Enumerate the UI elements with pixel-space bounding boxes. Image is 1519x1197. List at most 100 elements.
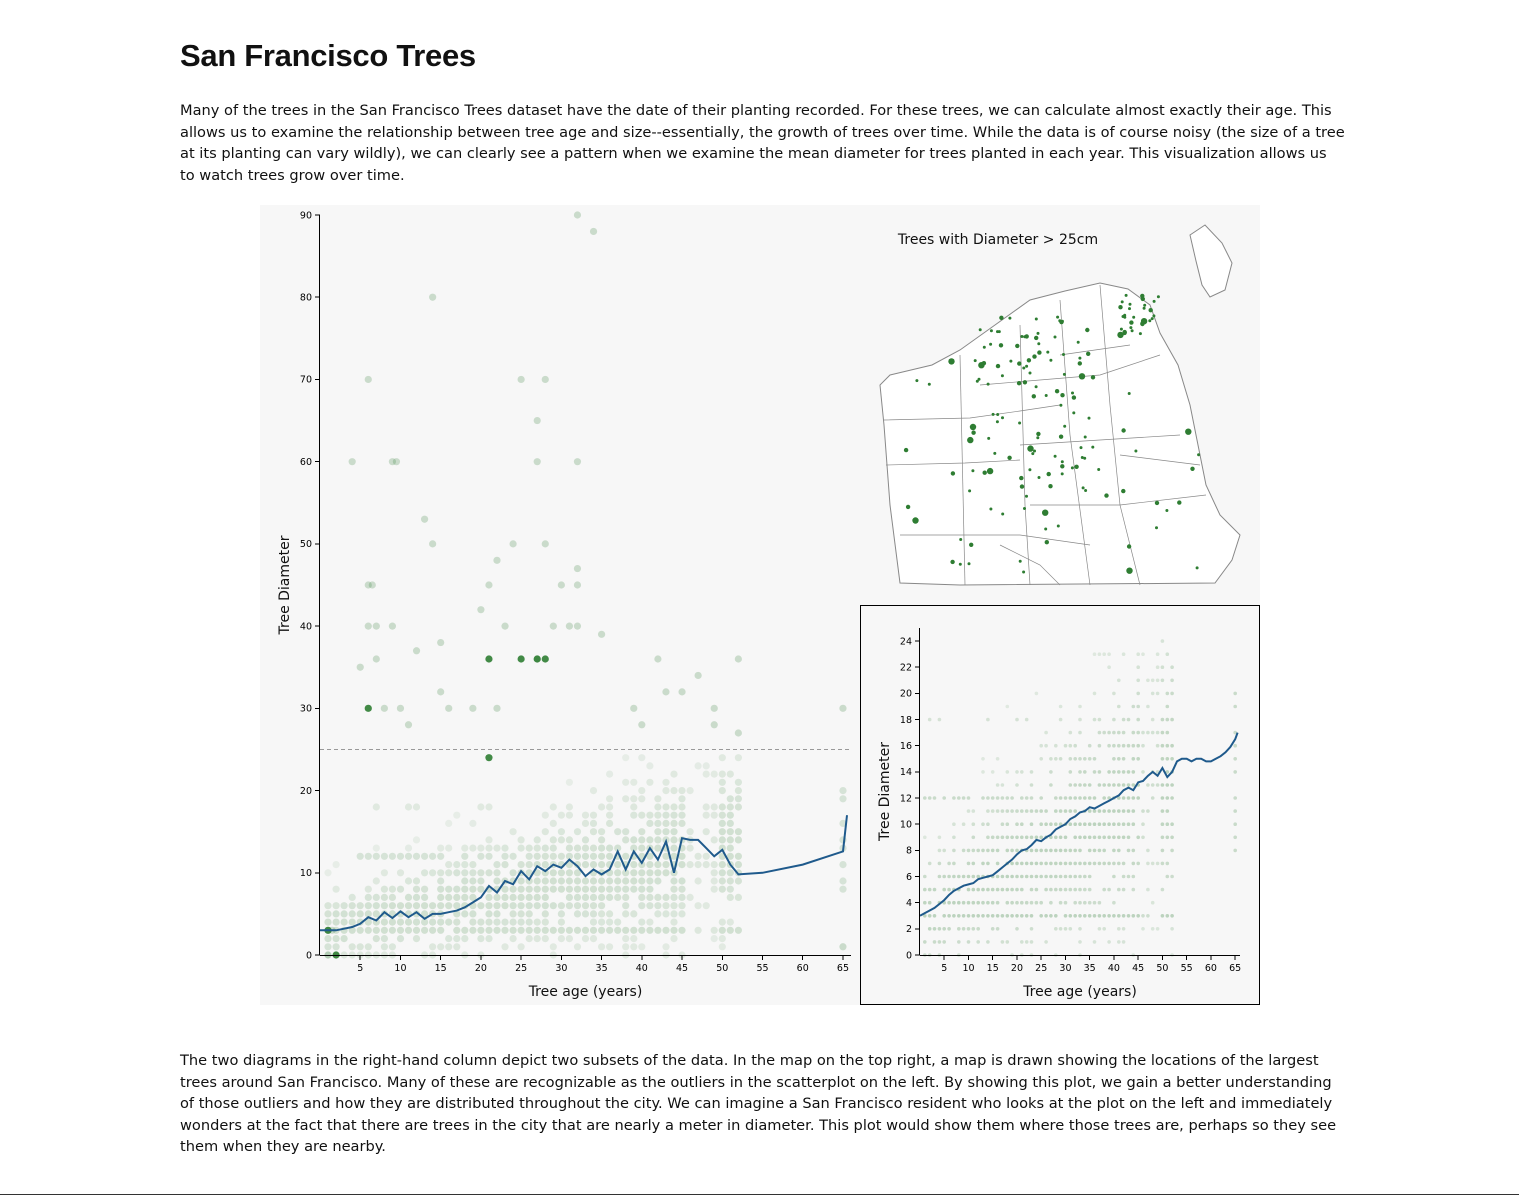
inset-point <box>1078 887 1082 892</box>
inset-point <box>1087 887 1092 892</box>
tree-location-dot <box>967 436 974 444</box>
tree-location-dot <box>968 489 972 493</box>
inset-point <box>1078 757 1082 761</box>
inset-point <box>1160 848 1165 853</box>
tree-location-dot <box>1190 466 1195 471</box>
main-point <box>372 852 380 860</box>
main-point <box>565 852 573 860</box>
main-point <box>429 926 437 934</box>
inset-point <box>1015 887 1019 892</box>
inset-point <box>1054 861 1058 866</box>
inset-point <box>995 848 1000 853</box>
inset-point <box>1058 887 1063 892</box>
inset-point <box>1233 743 1237 748</box>
inset-point <box>1073 835 1077 840</box>
main-point <box>461 935 469 943</box>
main-point <box>662 926 670 934</box>
inset-point <box>966 900 971 905</box>
tree-location-dot <box>912 517 919 524</box>
inset-point <box>1073 900 1077 905</box>
main-point <box>622 902 630 910</box>
inset-mean-line <box>919 732 1239 917</box>
main-point <box>324 935 332 943</box>
main-point <box>646 819 654 828</box>
main-point <box>453 918 461 926</box>
main-point <box>364 926 372 934</box>
main-point <box>581 885 590 893</box>
main-outlier-point <box>368 581 376 589</box>
main-point <box>614 877 622 885</box>
tree-location-dot <box>1042 509 1049 516</box>
inset-point <box>1083 874 1087 879</box>
main-point <box>654 910 662 918</box>
inset-point <box>927 717 932 722</box>
inset-point <box>937 940 942 944</box>
inset-point <box>1063 927 1068 931</box>
inset-point <box>1097 835 1102 840</box>
main-point <box>421 926 429 934</box>
inset-point <box>1092 809 1097 813</box>
main-point <box>332 861 340 869</box>
inset-point <box>942 796 946 800</box>
main-point <box>702 861 710 869</box>
inset-point <box>1131 861 1136 866</box>
tree-location-dot <box>1097 468 1101 471</box>
inset-point <box>976 914 980 918</box>
tree-location-dot <box>1037 476 1041 479</box>
main-point <box>324 902 332 910</box>
main-point <box>533 844 541 852</box>
main-point <box>573 885 582 893</box>
inset-point <box>952 835 956 840</box>
tree-location-dot <box>1118 305 1123 310</box>
tree-location-dot <box>1060 393 1065 398</box>
tree-location-dot <box>989 507 993 511</box>
main-point <box>517 844 525 852</box>
inset-point <box>942 887 946 892</box>
tree-location-dot <box>1036 431 1041 437</box>
main-point <box>654 893 662 902</box>
inset-y-tick-label: 16 <box>900 741 912 752</box>
main-point <box>646 836 654 844</box>
main-point <box>694 877 702 885</box>
inset-point <box>1102 914 1106 918</box>
main-point <box>404 844 413 852</box>
main-outlier-point <box>541 540 549 548</box>
main-scatterplot[interactable]: 5 10 15 20 25 30 35 40 45 50 55 60 65010203040506070… <box>260 205 1260 1005</box>
main-point <box>469 861 477 869</box>
main-point <box>598 869 606 877</box>
inset-point <box>1039 809 1043 813</box>
main-point <box>726 869 734 877</box>
tree-location-dot <box>1087 416 1091 420</box>
main-point <box>340 910 348 918</box>
main-point <box>581 811 590 819</box>
main-point <box>598 943 606 951</box>
inset-point <box>1131 770 1136 774</box>
main-point <box>445 885 453 893</box>
main-point <box>734 852 742 860</box>
tree-location-dot <box>1080 456 1084 459</box>
main-point <box>654 795 662 803</box>
main-point <box>549 844 557 852</box>
inset-point <box>1136 678 1140 683</box>
inset-point <box>1063 900 1068 905</box>
inset-point <box>1083 887 1087 892</box>
main-point <box>396 935 405 943</box>
main-point <box>726 877 734 885</box>
tree-location-dot <box>1000 374 1004 378</box>
main-point <box>525 926 533 934</box>
main-point <box>565 811 573 819</box>
neighborhood-border <box>959 354 966 586</box>
main-point <box>348 943 356 951</box>
inset-point <box>1126 783 1131 787</box>
inset-point <box>1165 874 1170 879</box>
inset-point <box>1121 796 1126 800</box>
tree-location-dot <box>1023 507 1026 510</box>
tree-location-dot <box>1037 342 1041 346</box>
inset-point <box>1117 822 1121 826</box>
tree-location-dot <box>1063 424 1067 428</box>
inset-point <box>1092 940 1097 944</box>
main-point <box>606 811 614 819</box>
tree-location-dot <box>1036 436 1040 440</box>
inset-point <box>1097 927 1102 931</box>
inset-point <box>966 940 971 944</box>
